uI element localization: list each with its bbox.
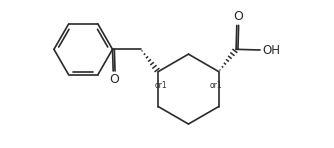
Text: O: O	[109, 73, 119, 86]
Text: or1: or1	[210, 81, 222, 90]
Text: OH: OH	[263, 44, 281, 57]
Text: or1: or1	[155, 81, 167, 90]
Text: O: O	[233, 10, 242, 23]
